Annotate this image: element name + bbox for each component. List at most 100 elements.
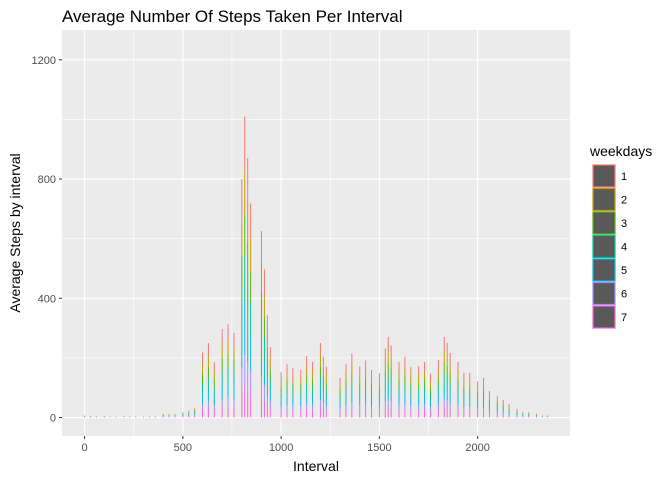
bar-segment-weekday-5 [250, 336, 251, 371]
legend-label-5: 5 [621, 265, 627, 277]
bar-segment-weekday-2 [320, 356, 321, 367]
bar-segment-weekday-3 [430, 387, 431, 393]
bar-segment-weekday-2 [261, 263, 262, 291]
bar-segment-weekday-6 [306, 403, 307, 410]
bar-segment-weekday-1 [450, 353, 451, 364]
bar-segment-weekday-5 [169, 416, 170, 417]
bar-segment-weekday-1 [320, 343, 321, 356]
bar-segment-weekday-6 [222, 399, 223, 408]
bar-segment-weekday-6 [522, 416, 523, 417]
bar-segment-weekday-4 [281, 392, 282, 399]
bar-segment-weekday-5 [163, 416, 164, 417]
bar-segment-weekday-7 [371, 412, 372, 418]
bar-segment-weekday-5 [536, 416, 537, 417]
bar-segment-weekday-6 [214, 405, 215, 411]
bar-segment-weekday-6 [418, 406, 419, 412]
bar-segment-weekday-7 [450, 410, 451, 418]
bar-segment-weekday-7 [250, 394, 251, 418]
bar-segment-weekday-7 [287, 411, 288, 418]
bar-segment-weekday-2 [522, 413, 523, 414]
y-tick-label: 1200 [32, 55, 56, 67]
bar-segment-weekday-1 [214, 362, 215, 371]
bar-segment-weekday-3 [522, 414, 523, 415]
bar-segment-weekday-4 [371, 392, 372, 399]
bar-segment-weekday-1 [169, 414, 170, 415]
bar-segment-weekday-7 [208, 409, 209, 417]
bar-segment-weekday-6 [194, 415, 195, 416]
bar-segment-weekday-6 [444, 399, 445, 408]
bar-segment-weekday-2 [175, 415, 176, 416]
bar-segment-weekday-5 [340, 402, 341, 408]
bar-segment-weekday-3 [194, 411, 195, 412]
bar-segment-weekday-6 [469, 407, 470, 412]
bar-segment-weekday-7 [267, 406, 268, 417]
bar-segment-weekday-3 [233, 360, 234, 372]
bar-segment-weekday-5 [326, 398, 327, 406]
bar-segment-weekday-1 [444, 337, 445, 350]
bar-segment-weekday-5 [477, 403, 478, 409]
bar-segment-weekday-3 [247, 242, 248, 278]
bar-segment-weekday-4 [208, 378, 209, 390]
bar-segment-weekday-2 [477, 387, 478, 392]
bar-segment-weekday-5 [483, 402, 484, 408]
bar-segment-weekday-3 [447, 366, 448, 377]
bar-segment-weekday-1 [312, 362, 313, 371]
bar-segment-weekday-6 [503, 413, 504, 415]
bar-segment-weekday-5 [359, 398, 360, 406]
bar-segment-weekday-1 [522, 412, 523, 413]
bar-segment-weekday-6 [371, 406, 372, 411]
bar-segment-weekday-3 [281, 386, 282, 392]
bar-segment-weekday-4 [463, 393, 464, 400]
bar-segment-weekday-1 [250, 203, 251, 239]
bar-segment-weekday-4 [444, 374, 445, 387]
y-tick-label: 400 [38, 293, 56, 305]
bar-segment-weekday-2 [300, 378, 301, 385]
bar-segment-weekday-6 [351, 403, 352, 410]
bar-segment-weekday-3 [320, 366, 321, 376]
bar-segment-weekday-5 [399, 396, 400, 405]
bar-segment-weekday-6 [287, 405, 288, 411]
bar-segment-weekday-7 [182, 417, 183, 418]
bar-segment-weekday-5 [233, 385, 234, 399]
bar-segment-weekday-5 [424, 396, 425, 405]
bar-segment-weekday-4 [241, 289, 242, 328]
bar-segment-weekday-5 [404, 394, 405, 404]
bar-segment-weekday-1 [340, 378, 341, 385]
bar-segment-weekday-6 [359, 406, 360, 412]
bar-segment-weekday-1 [503, 400, 504, 403]
bar-segment-weekday-7 [469, 412, 470, 417]
bar-segment-weekday-4 [264, 338, 265, 362]
bar-segment-weekday-5 [244, 304, 245, 355]
bar-segment-weekday-1 [300, 370, 301, 378]
bar-segment-weekday-7 [463, 412, 464, 417]
bar-segment-weekday-1 [241, 179, 242, 221]
legend-label-4: 4 [621, 242, 627, 254]
bar-segment-weekday-2 [388, 350, 389, 362]
bar-segment-weekday-1 [194, 408, 195, 409]
bar-segment-weekday-7 [385, 409, 386, 417]
bar-segment-weekday-2 [489, 395, 490, 399]
bar-segment-weekday-4 [222, 370, 223, 384]
bar-segment-weekday-2 [516, 410, 517, 411]
bar-segment-weekday-4 [457, 387, 458, 396]
bar-segment-weekday-2 [469, 380, 470, 387]
bar-segment-weekday-3 [457, 379, 458, 387]
bar-segment-weekday-1 [483, 378, 484, 385]
bar-segment-weekday-3 [188, 413, 189, 414]
bar-segment-weekday-6 [450, 403, 451, 410]
bar-segment-weekday-4 [365, 386, 366, 395]
bar-segment-weekday-7 [351, 410, 352, 418]
bar-segment-weekday-4 [345, 388, 346, 396]
chart-title: Average Number Of Steps Taken Per Interv… [62, 7, 403, 26]
bar-segment-weekday-4 [424, 387, 425, 396]
bar-segment-weekday-7 [323, 410, 324, 417]
bar-segment-weekday-3 [340, 390, 341, 395]
bar-segment-weekday-7 [438, 410, 439, 417]
bar-segment-weekday-4 [351, 382, 352, 392]
bar-segment-weekday-5 [503, 411, 504, 414]
bar-segment-weekday-6 [391, 401, 392, 409]
bar-segment-weekday-3 [351, 373, 352, 382]
bar-segment-weekday-5 [194, 414, 195, 415]
bar-segment-weekday-6 [410, 406, 411, 412]
